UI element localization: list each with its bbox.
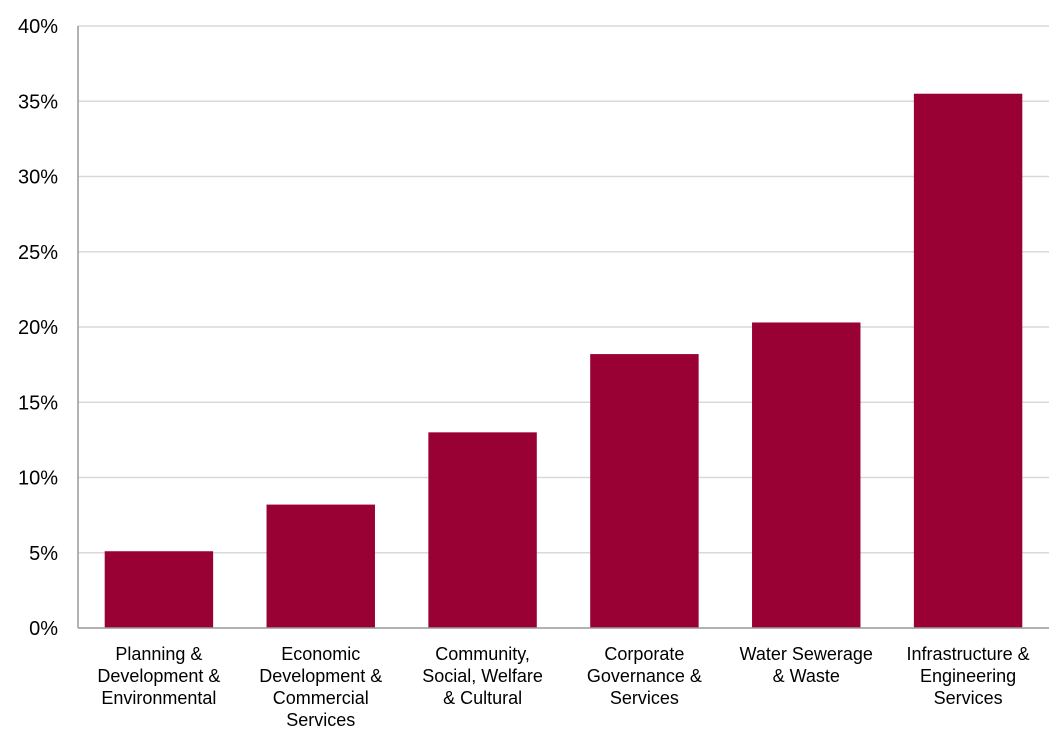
- bar: [428, 432, 537, 628]
- bar: [266, 504, 375, 628]
- gridlines: [78, 25, 1049, 554]
- y-tick-labels: 0% 5% 10% 15% 20% 25% 30% 35% 40%: [18, 16, 58, 640]
- y-tick-label: 0%: [29, 618, 58, 640]
- y-tick-label: 10%: [18, 468, 58, 490]
- y-tick-label: 35%: [18, 91, 58, 113]
- x-tick-label: Economic Development & Commercial Services: [259, 644, 382, 730]
- y-tick-label: 20%: [18, 317, 58, 339]
- y-tick-label: 40%: [18, 16, 58, 38]
- x-tick-label: Planning & Development & Environmental: [97, 644, 220, 708]
- y-tick-label: 30%: [18, 167, 58, 189]
- y-tick-label: 15%: [18, 392, 58, 414]
- y-tick-label: 25%: [18, 242, 58, 264]
- x-tick-label: Infrastructure & Engineering Services: [907, 644, 1030, 708]
- bar: [752, 322, 861, 628]
- bars: [104, 93, 1023, 629]
- x-tick-label: Corporate Governance & Services: [587, 644, 702, 708]
- x-tick-label: Water Sewerage & Waste: [740, 644, 873, 686]
- axes: [77, 26, 1049, 629]
- bar: [913, 93, 1023, 629]
- x-tick-labels: Planning & Development & Environmental Econ…: [97, 644, 1029, 730]
- bar: [590, 354, 699, 628]
- x-tick-label: Community, Social, Welfare & Cultural: [422, 644, 543, 708]
- y-tick-label: 5%: [29, 543, 58, 565]
- bar: [104, 551, 214, 628]
